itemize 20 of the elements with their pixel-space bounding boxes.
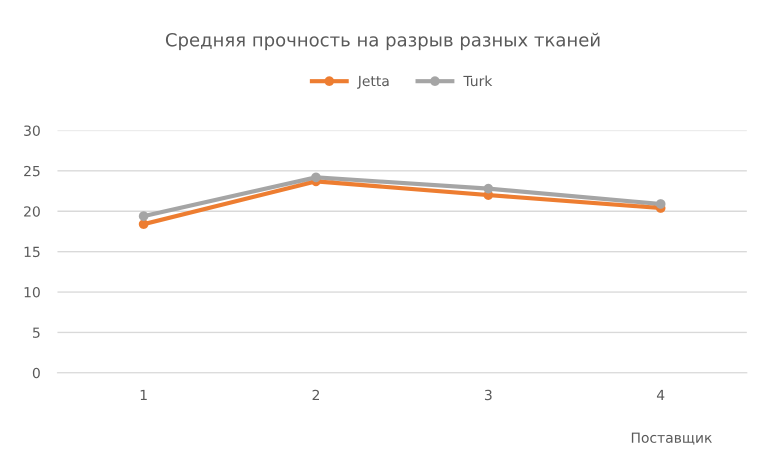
x-tick-label: 4	[656, 390, 664, 400]
chart-title: Средняя прочность на разрыв разных тканей	[166, 32, 600, 50]
y-tick-label: 0	[32, 368, 40, 378]
y-tick-label: 10	[24, 286, 40, 298]
y-tick-label: 15	[24, 246, 40, 258]
point	[311, 172, 321, 182]
y-tick-label: 5	[33, 328, 40, 338]
legend-label: Turk	[463, 75, 492, 86]
x-tick-label: 2	[312, 390, 319, 400]
x-tick-label: 1	[140, 390, 147, 400]
point	[138, 219, 148, 230]
x-tick-label: 3	[484, 390, 492, 400]
point	[483, 184, 494, 194]
y-tick-label: 20	[24, 206, 40, 217]
y-tick-label: 25	[24, 166, 40, 176]
legend-label: Jetta	[357, 76, 389, 89]
y-tick-label: 30	[24, 125, 40, 136]
x-axis-title: Поставщик	[632, 432, 712, 445]
point	[656, 199, 666, 209]
point	[138, 211, 148, 221]
